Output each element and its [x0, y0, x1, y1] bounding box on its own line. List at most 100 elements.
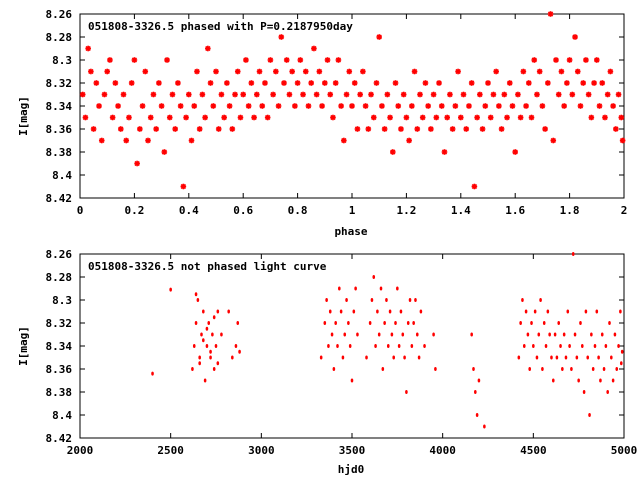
data-point	[200, 332, 203, 337]
data-point	[336, 344, 339, 348]
data-point	[545, 80, 551, 86]
data-point	[566, 57, 573, 63]
data-point	[414, 298, 417, 302]
data-point	[406, 321, 410, 325]
data-point	[398, 126, 404, 132]
data-point	[365, 126, 372, 132]
data-point	[447, 91, 453, 98]
data-point	[593, 344, 597, 348]
top-x-tick-label: 0	[77, 204, 84, 217]
data-point	[580, 80, 586, 86]
data-point	[571, 252, 575, 256]
data-point	[547, 11, 554, 17]
data-point	[434, 367, 437, 371]
data-point	[327, 344, 330, 348]
top-y-tick-label: 8.32	[46, 77, 73, 90]
data-point	[506, 80, 513, 86]
data-point	[278, 34, 285, 40]
data-point	[194, 292, 198, 297]
top-y-tick-label: 8.42	[46, 192, 73, 205]
data-point	[475, 413, 479, 417]
data-point	[544, 344, 548, 348]
data-point	[85, 45, 91, 52]
top-x-tick-label: 1.2	[396, 204, 416, 217]
data-point	[134, 160, 140, 167]
data-point	[474, 114, 480, 121]
bottom-y-tick-label: 8.3	[52, 294, 72, 307]
data-point	[175, 80, 181, 86]
data-point	[319, 355, 323, 360]
data-point	[196, 298, 200, 302]
data-point	[550, 137, 557, 144]
data-point	[209, 349, 212, 354]
data-point	[395, 103, 402, 109]
bottom-y-tick-label: 8.4	[52, 409, 72, 422]
data-point	[387, 114, 393, 121]
data-point	[470, 332, 473, 337]
data-point	[194, 321, 198, 325]
data-point	[401, 332, 405, 337]
data-point	[161, 149, 168, 155]
data-point	[368, 91, 374, 98]
data-point	[613, 332, 617, 337]
data-point	[403, 114, 410, 121]
data-point	[509, 103, 516, 109]
data-point	[191, 367, 194, 371]
data-point	[400, 91, 407, 98]
data-point	[526, 80, 532, 86]
data-point	[330, 114, 336, 121]
data-point	[388, 309, 392, 314]
data-point	[408, 298, 412, 302]
data-point	[374, 344, 377, 348]
data-point	[373, 80, 380, 86]
data-point	[186, 91, 192, 98]
data-point	[604, 91, 611, 98]
data-point	[444, 114, 450, 121]
data-point	[90, 126, 97, 132]
data-point	[582, 390, 586, 394]
data-point	[349, 103, 355, 109]
data-point	[305, 103, 312, 109]
data-point	[362, 103, 369, 109]
data-point	[496, 103, 502, 109]
data-point	[394, 321, 397, 325]
data-point	[232, 91, 238, 98]
data-point	[377, 332, 381, 337]
data-point	[236, 321, 240, 325]
data-point	[194, 68, 200, 75]
data-point	[226, 103, 233, 109]
data-point	[227, 309, 230, 314]
data-point	[79, 91, 86, 98]
data-point	[311, 45, 317, 52]
data-point	[604, 344, 608, 348]
data-point	[557, 321, 561, 325]
data-point	[532, 344, 535, 348]
data-point	[313, 91, 320, 98]
top-x-tick-label: 1.8	[560, 204, 580, 217]
bottom-y-tick-label: 8.34	[46, 340, 73, 353]
data-point	[218, 91, 225, 98]
data-point	[415, 332, 419, 337]
data-point	[199, 91, 206, 98]
data-point	[409, 103, 415, 109]
data-point	[590, 332, 593, 337]
data-point	[498, 126, 505, 132]
data-point	[595, 309, 599, 314]
data-point	[438, 103, 445, 109]
data-point	[192, 344, 196, 348]
data-point	[385, 298, 388, 302]
data-point	[588, 114, 595, 121]
data-point	[379, 103, 385, 109]
data-point	[597, 355, 600, 360]
data-point	[180, 183, 187, 190]
data-point	[354, 286, 357, 291]
top-x-tick-label: 2	[621, 204, 628, 217]
top-y-tick-label: 8.26	[46, 8, 73, 21]
data-point	[270, 91, 276, 98]
data-point	[229, 126, 236, 132]
data-point	[548, 332, 551, 337]
data-point	[273, 68, 279, 75]
bottom-y-tick-label: 8.42	[46, 432, 73, 445]
data-point	[325, 298, 328, 302]
